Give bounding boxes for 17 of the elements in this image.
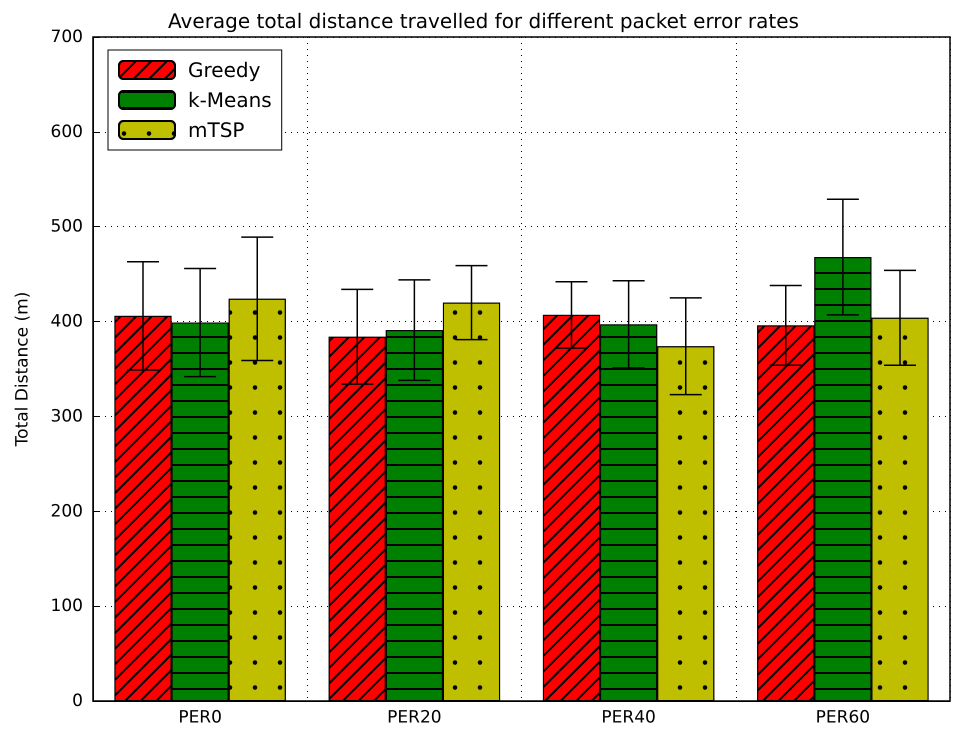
y-tick-label: 300: [50, 406, 83, 426]
x-tick-label: PER60: [816, 708, 870, 728]
y-tick-label: 500: [50, 216, 83, 237]
y-tick-label: 100: [50, 596, 83, 616]
y-tick-label: 600: [50, 122, 83, 142]
y-tick-label: 400: [50, 312, 83, 332]
legend-label: Greedy: [188, 58, 261, 82]
y-tick-label: 0: [72, 691, 83, 711]
legend-label: k-Means: [188, 88, 272, 112]
y-tick-label: 200: [50, 501, 83, 522]
y-tick-label: 700: [50, 27, 83, 47]
x-tick-label: PER40: [601, 708, 656, 728]
chart-title: Average total distance travelled for different packet error rates: [168, 9, 799, 33]
y-axis-title: Total Distance (m): [12, 292, 32, 448]
x-tick-label: PER0: [178, 708, 222, 728]
x-tick-label: PER20: [387, 708, 442, 728]
legend-label: mTSP: [188, 118, 244, 142]
